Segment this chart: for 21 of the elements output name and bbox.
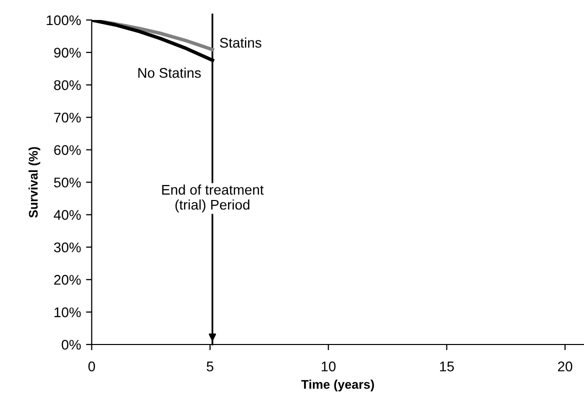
- y-tick-label: 80%: [54, 80, 81, 90]
- x-axis-title: Time (years): [301, 380, 374, 392]
- y-tick-label: 0%: [62, 340, 81, 350]
- y-tick-label: 20%: [54, 274, 81, 285]
- y-tick-label: 90%: [54, 48, 81, 58]
- series-label: No Statins: [138, 68, 201, 78]
- y-tick-label: 50%: [54, 178, 81, 188]
- series-label: Statins: [220, 38, 262, 48]
- x-tick-label: 5: [206, 362, 214, 372]
- y-tick-label: 100%: [46, 15, 81, 26]
- y-axis-title: Survival (%): [28, 147, 40, 218]
- ref-line-label: End of treatment (trial) Period: [162, 184, 264, 212]
- x-tick-label: 0: [88, 362, 96, 372]
- x-tick-label: 10: [322, 362, 336, 372]
- y-tick-label: 10%: [54, 307, 81, 318]
- y-tick-label: 60%: [54, 145, 81, 155]
- y-tick-label: 40%: [54, 210, 81, 220]
- x-tick-label: 15: [440, 362, 454, 372]
- x-tick-label: 20: [558, 362, 572, 372]
- y-tick-label: 70%: [54, 112, 81, 123]
- y-tick-label: 30%: [54, 242, 81, 252]
